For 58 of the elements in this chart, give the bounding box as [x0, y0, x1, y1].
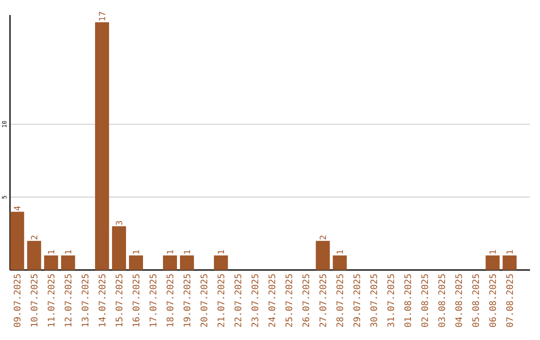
x-tick-label: 23.07.2025	[252, 274, 258, 327]
bar	[112, 226, 126, 270]
data-label: 1	[336, 250, 343, 254]
x-tick-label: 02.08.2025	[421, 274, 428, 327]
bar	[316, 240, 330, 270]
x-tick-label: 12.07.2025	[64, 274, 72, 326]
x-tick-label: 24.07.2025	[268, 274, 276, 327]
x-tick-label: 03.08.2025	[438, 274, 446, 327]
data-label: 2	[320, 236, 326, 240]
bar	[332, 255, 347, 270]
bar	[180, 255, 194, 270]
bar	[10, 212, 24, 270]
data-label: 4	[14, 206, 20, 210]
x-tick-label: 17.07.2025	[150, 274, 156, 326]
x-tick-label: 07.08.2025	[506, 274, 514, 327]
data-label: 1	[132, 250, 140, 254]
data-label: 1	[64, 250, 72, 254]
bar	[486, 255, 500, 270]
bar	[95, 22, 110, 270]
x-tick-label: 13.07.2025	[82, 274, 88, 326]
x-tick-label: 30.07.2025	[370, 274, 378, 327]
bar	[129, 255, 144, 270]
data-label: 1	[48, 250, 54, 254]
data-label: 2	[30, 236, 38, 240]
data-label: 1	[490, 250, 496, 254]
data-label: 1	[184, 250, 190, 254]
data-label: 1	[506, 250, 513, 254]
x-tick-label: 15.07.2025	[116, 274, 122, 326]
data-label: 1	[166, 250, 174, 254]
x-tick-label: 19.07.2025	[184, 274, 190, 326]
x-tick-label: 04.08.2025	[455, 274, 462, 327]
x-tick-label: 29.07.2025	[353, 274, 360, 327]
data-label: 17	[98, 12, 106, 20]
data-label: 3	[116, 221, 122, 225]
x-tick-label: 14.07.2025	[98, 274, 106, 326]
x-tick-label: 22.07.2025	[234, 274, 242, 327]
bar	[61, 255, 76, 270]
x-tick-label: 16.07.2025	[132, 274, 140, 326]
bar	[214, 255, 228, 270]
x-tick-label: 21.07.2025	[218, 274, 224, 327]
x-tick-label: 11.07.2025	[48, 274, 54, 326]
x-tick-label: 05.08.2025	[472, 274, 480, 327]
x-tick-label: 26.07.2025	[302, 274, 310, 327]
x-tick-label: 28.07.2025	[336, 274, 344, 327]
bar	[162, 255, 177, 270]
x-tick-label: 25.07.2025	[285, 274, 292, 327]
bar	[44, 255, 58, 270]
x-tick-label: 27.07.2025	[319, 274, 326, 327]
bar	[502, 255, 517, 270]
bar	[27, 240, 42, 270]
data-label: 1	[218, 250, 224, 254]
x-tick-label: 31.07.2025	[387, 274, 394, 327]
x-tick-label: 20.07.2025	[200, 274, 208, 327]
x-tick-label: 10.07.2025	[30, 274, 38, 326]
x-tick-label: 09.07.2025	[14, 274, 21, 327]
x-tick-label: 06.08.2025	[489, 274, 496, 327]
x-tick-label: 01.08.2025	[404, 274, 412, 327]
x-tick-label: 18.07.2025	[166, 274, 174, 326]
